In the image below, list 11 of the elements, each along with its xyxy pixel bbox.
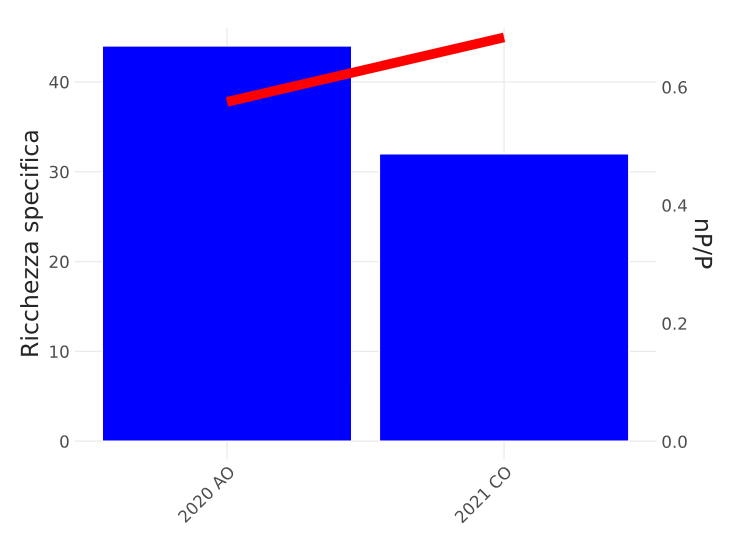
y2-tick-label: 0.6 — [662, 81, 687, 94]
y-tick-label: 40 — [49, 76, 69, 88]
y-tick-label: 30 — [50, 166, 69, 178]
y2-tick-label: 0.0 — [662, 435, 687, 448]
y-tick-label: 10 — [50, 345, 69, 358]
y-tick-label: 0 — [60, 435, 69, 448]
y-axis-title: Ricchezza specifica — [20, 131, 43, 356]
y2-tick-label: 0.4 — [662, 199, 687, 212]
y-tick-label: 20 — [50, 256, 69, 268]
y2-axis-title: nP/P — [692, 220, 712, 268]
y2-tick-label: 0.2 — [662, 317, 686, 330]
